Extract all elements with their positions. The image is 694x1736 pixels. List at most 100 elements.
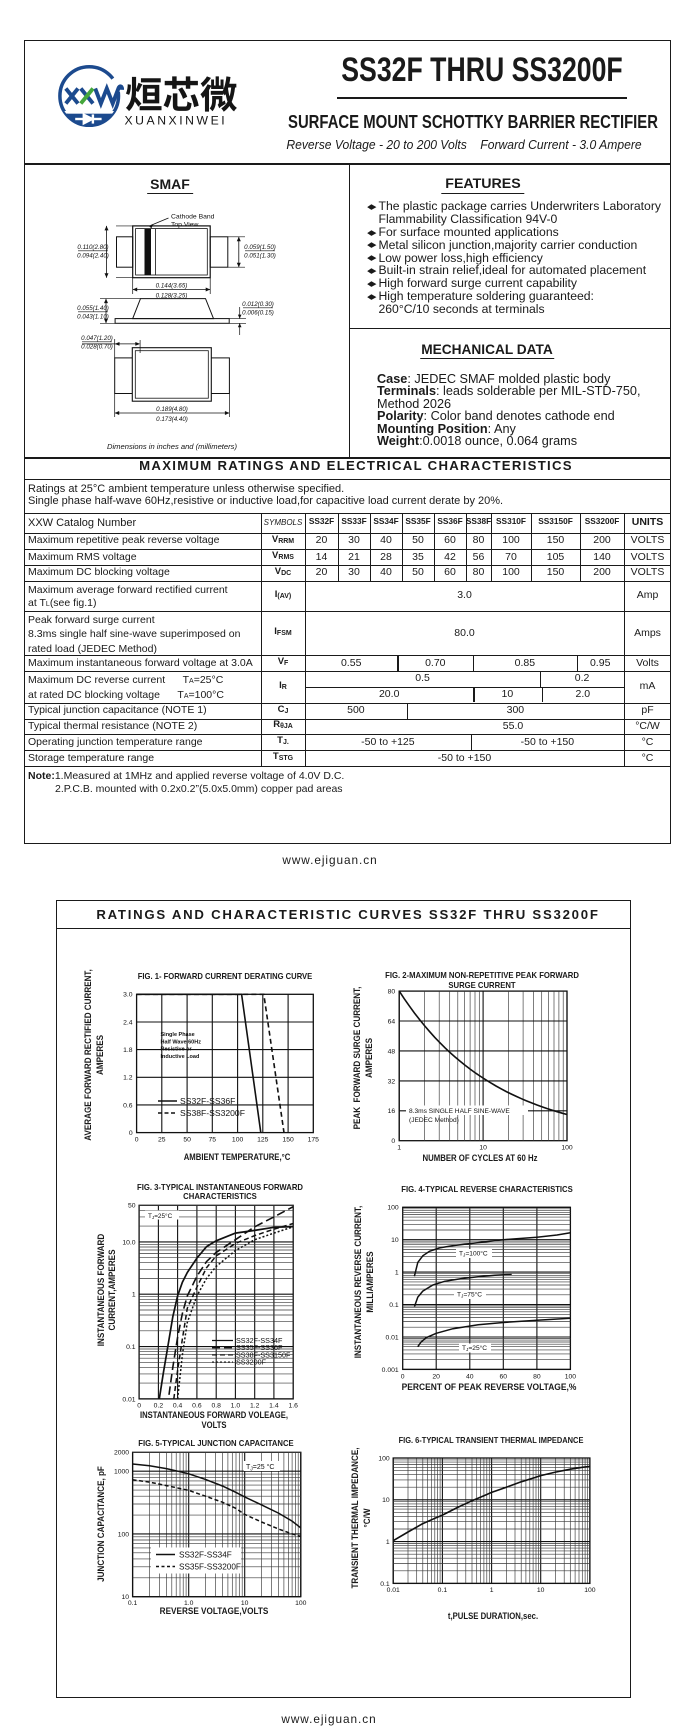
svg-text:75: 75 bbox=[209, 1137, 217, 1144]
svg-text:20: 20 bbox=[432, 1373, 440, 1380]
svg-text:80: 80 bbox=[388, 989, 396, 996]
svg-text:SS32F-SS34F: SS32F-SS34F bbox=[179, 1551, 232, 1560]
svg-text:1: 1 bbox=[397, 1145, 401, 1152]
svg-text:Inductive Load: Inductive Load bbox=[161, 1054, 200, 1060]
svg-text:0: 0 bbox=[391, 1138, 395, 1145]
svg-text:0.059(1.50): 0.059(1.50) bbox=[244, 244, 276, 251]
svg-text:0.028(0.70): 0.028(0.70) bbox=[81, 343, 113, 350]
svg-text:1.0: 1.0 bbox=[231, 1402, 241, 1409]
svg-text:0: 0 bbox=[129, 1130, 133, 1137]
svg-text:3.0: 3.0 bbox=[123, 992, 133, 999]
svg-text:10: 10 bbox=[479, 1145, 487, 1152]
svg-text:0.1: 0.1 bbox=[389, 1302, 399, 1309]
svg-text:TJ=75°C: TJ=75°C bbox=[457, 1291, 482, 1300]
svg-text:TJ=25 °C: TJ=25 °C bbox=[246, 1463, 274, 1472]
svg-text:0.055(1.40): 0.055(1.40) bbox=[77, 305, 109, 312]
svg-text:2.4: 2.4 bbox=[123, 1019, 133, 1026]
svg-text:0.1: 0.1 bbox=[380, 1581, 390, 1588]
svg-text:SS3200F: SS3200F bbox=[236, 1358, 267, 1367]
svg-text:100: 100 bbox=[584, 1587, 596, 1594]
svg-text:80: 80 bbox=[533, 1373, 541, 1380]
svg-text:1.2: 1.2 bbox=[250, 1402, 260, 1409]
svg-text:1: 1 bbox=[132, 1292, 136, 1299]
svg-text:0.1: 0.1 bbox=[126, 1344, 136, 1351]
svg-text:0.8: 0.8 bbox=[211, 1402, 221, 1409]
svg-text:0: 0 bbox=[401, 1373, 405, 1380]
svg-text:10: 10 bbox=[382, 1497, 390, 1504]
svg-text:0.4: 0.4 bbox=[173, 1402, 183, 1409]
svg-text:SS35F-SS36F: SS35F-SS36F bbox=[236, 1343, 283, 1352]
svg-text:1.2: 1.2 bbox=[123, 1075, 133, 1082]
svg-text:1000: 1000 bbox=[114, 1469, 129, 1476]
svg-text:TJ=100°C: TJ=100°C bbox=[459, 1250, 488, 1259]
svg-text:100: 100 bbox=[387, 1205, 399, 1212]
svg-text:SS38F-SS3200F: SS38F-SS3200F bbox=[180, 1108, 245, 1118]
svg-text:Top View: Top View bbox=[171, 221, 199, 228]
svg-text:1: 1 bbox=[490, 1587, 494, 1594]
svg-text:SS35F-SS3200F: SS35F-SS3200F bbox=[179, 1563, 241, 1572]
svg-text:125: 125 bbox=[257, 1137, 269, 1144]
svg-text:0.144(3.65): 0.144(3.65) bbox=[156, 282, 188, 289]
svg-text:10: 10 bbox=[122, 1594, 130, 1601]
svg-text:50: 50 bbox=[183, 1137, 191, 1144]
svg-text:100: 100 bbox=[565, 1373, 577, 1380]
svg-text:8.3ms SINGLE HALF SINE-WAVE: 8.3ms SINGLE HALF SINE-WAVE bbox=[409, 1108, 510, 1115]
svg-text:0.6: 0.6 bbox=[192, 1402, 202, 1409]
svg-text:0.01: 0.01 bbox=[122, 1396, 135, 1403]
svg-text:100: 100 bbox=[232, 1137, 244, 1144]
svg-text:0.1: 0.1 bbox=[128, 1600, 138, 1607]
svg-text:0: 0 bbox=[137, 1402, 141, 1409]
svg-text:0.006(0.15): 0.006(0.15) bbox=[242, 309, 274, 316]
svg-text:XUANXINWEI: XUANXINWEI bbox=[125, 114, 228, 128]
svg-text:1.0: 1.0 bbox=[184, 1600, 194, 1607]
svg-text:0.051(1.30): 0.051(1.30) bbox=[244, 252, 276, 259]
svg-text:1.8: 1.8 bbox=[123, 1047, 133, 1054]
svg-text:0.043(1.10): 0.043(1.10) bbox=[77, 313, 109, 320]
svg-text:(JEDEC Method): (JEDEC Method) bbox=[409, 1117, 459, 1124]
svg-text:1: 1 bbox=[386, 1539, 390, 1546]
svg-text:0.1: 0.1 bbox=[438, 1587, 448, 1594]
svg-text:Single Phase: Single Phase bbox=[161, 1032, 195, 1038]
svg-text:SS32F-SS34F: SS32F-SS34F bbox=[236, 1336, 283, 1345]
svg-text:SS38F-SS3150F: SS38F-SS3150F bbox=[236, 1350, 291, 1359]
svg-text:0.01: 0.01 bbox=[385, 1334, 398, 1341]
svg-text:32: 32 bbox=[388, 1078, 396, 1085]
svg-text:0: 0 bbox=[135, 1137, 139, 1144]
svg-text:25: 25 bbox=[158, 1137, 166, 1144]
svg-text:1.6: 1.6 bbox=[288, 1402, 298, 1409]
svg-text:175: 175 bbox=[308, 1137, 320, 1144]
svg-text:60: 60 bbox=[500, 1373, 508, 1380]
svg-text:Cathode Band: Cathode Band bbox=[171, 214, 215, 221]
svg-text:Resistive or: Resistive or bbox=[161, 1047, 193, 1053]
svg-text:2000: 2000 bbox=[114, 1450, 129, 1457]
svg-text:50: 50 bbox=[128, 1203, 136, 1210]
svg-text:100: 100 bbox=[378, 1455, 390, 1462]
svg-text:0.001: 0.001 bbox=[382, 1367, 399, 1374]
svg-text:0.047(1.20): 0.047(1.20) bbox=[81, 335, 113, 342]
svg-text:0.2: 0.2 bbox=[154, 1402, 164, 1409]
svg-text:10: 10 bbox=[391, 1237, 399, 1244]
svg-text:100: 100 bbox=[561, 1145, 573, 1152]
svg-text:10: 10 bbox=[241, 1600, 249, 1607]
svg-text:10: 10 bbox=[537, 1587, 545, 1594]
svg-text:1.4: 1.4 bbox=[269, 1402, 279, 1409]
svg-text:64: 64 bbox=[388, 1018, 396, 1025]
svg-text:SS32F-SS36F: SS32F-SS36F bbox=[180, 1096, 235, 1106]
svg-text:0.094(2.40): 0.094(2.40) bbox=[77, 252, 109, 259]
svg-text:0.012(0.30): 0.012(0.30) bbox=[242, 301, 274, 308]
svg-text:Dimensions in inches and (mill: Dimensions in inches and (millimeters) bbox=[107, 442, 237, 451]
svg-text:0.01: 0.01 bbox=[387, 1587, 400, 1594]
svg-text:0.189(4.80): 0.189(4.80) bbox=[156, 406, 188, 413]
svg-text:16: 16 bbox=[388, 1108, 396, 1115]
svg-text:0.173(4.40): 0.173(4.40) bbox=[156, 416, 188, 423]
svg-text:TJ=25°C: TJ=25°C bbox=[462, 1344, 487, 1353]
svg-text:TJ=25°C: TJ=25°C bbox=[148, 1212, 173, 1220]
svg-text:150: 150 bbox=[282, 1137, 294, 1144]
svg-text:0.110(2.80): 0.110(2.80) bbox=[77, 244, 108, 251]
svg-text:1: 1 bbox=[395, 1270, 399, 1277]
svg-text:0.128(3.25): 0.128(3.25) bbox=[156, 293, 188, 300]
svg-text:100: 100 bbox=[295, 1600, 307, 1607]
svg-text:100: 100 bbox=[118, 1531, 130, 1538]
svg-text:10.0: 10.0 bbox=[122, 1239, 135, 1246]
svg-text:40: 40 bbox=[466, 1373, 474, 1380]
